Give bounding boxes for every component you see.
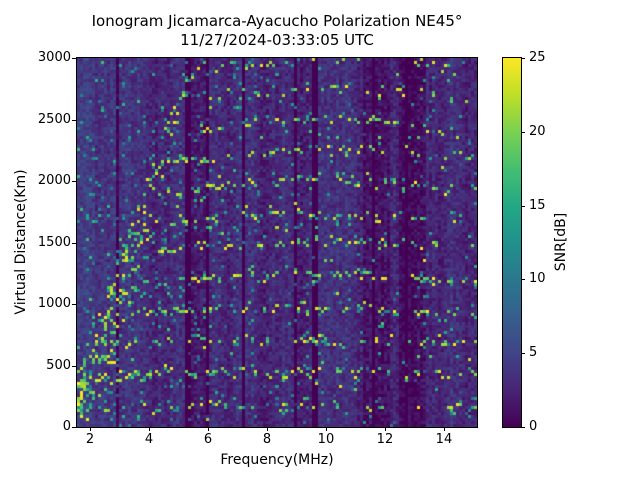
plot-subtitle-timestamp: 11/27/2024-03:33:05 UTC [180, 31, 374, 49]
y-tick-mark [72, 181, 76, 182]
y-tick-mark [72, 365, 76, 367]
colorbar-tick-mark [521, 353, 525, 355]
y-tick-label: 0 [62, 419, 71, 434]
y-tick-mark [72, 242, 76, 244]
y-tick-mark [72, 58, 76, 59]
y-tick-label: 500 [46, 357, 71, 373]
colorbar-tick-mark [521, 205, 525, 207]
x-tick-label: 2 [85, 432, 95, 447]
heatmap-plot-area [76, 57, 478, 428]
x-tick-label: 8 [262, 432, 272, 447]
x-tick-mark [148, 427, 150, 431]
colorbar-tick-mark [521, 58, 525, 59]
y-tick-label: 2000 [37, 173, 71, 188]
x-tick-label: 10 [317, 432, 335, 447]
colorbar-tick-label: 15 [529, 197, 546, 213]
x-tick-mark [89, 427, 91, 431]
y-tick-label: 3000 [37, 50, 71, 65]
x-tick-label: 14 [435, 432, 453, 447]
y-tick-mark [72, 427, 76, 428]
y-tick-label: 1500 [37, 234, 71, 250]
colorbar-tick-label: 25 [529, 50, 546, 65]
x-axis-label: Frequency(MHz) [220, 452, 334, 468]
x-tick-label: 6 [203, 432, 213, 447]
colorbar-tick-mark [521, 279, 525, 281]
colorbar-gradient [503, 58, 521, 427]
x-tick-label: 12 [376, 432, 394, 447]
x-tick-mark [266, 427, 268, 431]
colorbar-tick-label: 10 [529, 271, 546, 287]
ionogram-heatmap-canvas [77, 58, 477, 427]
colorbar-label: SNR[dB] [553, 212, 569, 272]
colorbar [502, 57, 522, 428]
plot-title: Ionogram Jicamarca-Ayacucho Polarization… [91, 12, 463, 30]
x-tick-mark [325, 427, 327, 431]
x-tick-mark [443, 427, 445, 431]
x-tick-mark [384, 427, 386, 431]
x-tick-mark [207, 427, 209, 431]
y-tick-label: 2500 [37, 111, 71, 127]
colorbar-tick-label: 20 [529, 123, 546, 139]
colorbar-tick-label: 0 [529, 419, 538, 434]
y-tick-mark [72, 119, 76, 121]
x-tick-label: 4 [144, 432, 154, 447]
colorbar-tick-label: 5 [529, 345, 538, 361]
colorbar-tick-mark [521, 131, 525, 133]
y-tick-label: 1000 [37, 296, 71, 311]
colorbar-tick-mark [521, 427, 525, 428]
y-tick-mark [72, 304, 76, 305]
